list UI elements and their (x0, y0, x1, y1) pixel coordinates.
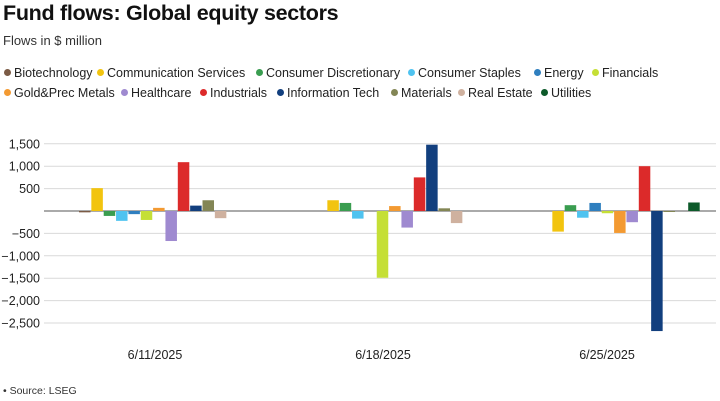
legend-item: Consumer Discretionary (256, 66, 400, 80)
legend-label: Information Tech (287, 86, 380, 100)
bar (153, 207, 165, 211)
bar (401, 211, 413, 228)
bar (577, 211, 589, 218)
x-category-label: 6/25/2025 (579, 348, 635, 362)
legend-swatch (200, 89, 207, 96)
legend-item: Energy (534, 66, 584, 80)
legend-label: Consumer Discretionary (266, 66, 401, 80)
y-tick-label: −2,000 (1, 294, 40, 308)
bar (626, 211, 638, 223)
y-tick-label: −1,000 (1, 249, 40, 263)
bar (177, 162, 190, 211)
legend-item: Real Estate (458, 86, 533, 100)
bar (103, 211, 116, 216)
bar (438, 208, 450, 211)
legend-item: Industrials (200, 86, 267, 100)
y-tick-label: −1,500 (1, 272, 40, 286)
legend-swatch (277, 89, 284, 96)
bar (376, 211, 389, 278)
legend-item: Consumer Staples (408, 66, 521, 80)
legend-swatch (541, 89, 548, 96)
legend-item: Healthcare (121, 86, 191, 100)
legend-label: Healthcare (131, 86, 192, 100)
bar (601, 211, 614, 214)
legend-item: Materials (391, 86, 452, 100)
bar (552, 211, 564, 232)
x-category-label: 6/11/2025 (128, 348, 183, 362)
bar (389, 206, 401, 211)
y-tick-label: −500 (12, 227, 40, 241)
legend-label: Consumer Staples (418, 66, 521, 80)
legend-item: Gold&Prec Metals (4, 86, 115, 100)
legend-item: Biotechnology (4, 66, 93, 80)
bar (450, 211, 463, 224)
legend-label: Financials (602, 66, 659, 80)
bar (128, 211, 140, 215)
legend-swatch (458, 89, 465, 96)
bar (614, 211, 626, 233)
bar (638, 166, 651, 211)
bar (688, 202, 700, 211)
chart-subtitle: Flows in $ million (3, 33, 102, 48)
legend-swatch (391, 89, 398, 96)
legend-label: Biotechnology (14, 66, 93, 80)
legend-label: Energy (544, 66, 584, 80)
legend-swatch (408, 69, 415, 76)
bar (651, 211, 663, 332)
legend-label: Industrials (210, 86, 267, 100)
legend-item: Financials (592, 66, 658, 80)
source-note: • Source: LSEG (3, 385, 77, 397)
bar (140, 211, 153, 220)
bar (190, 205, 202, 211)
legend-swatch (97, 69, 104, 76)
legend-swatch (256, 69, 263, 76)
bar (214, 211, 227, 219)
bar (339, 202, 352, 211)
bar (413, 177, 426, 211)
bar (202, 200, 214, 211)
legend-swatch (534, 69, 541, 76)
bar (426, 144, 438, 211)
legend-label: Communication Services (107, 66, 246, 80)
legend-item: Communication Services (97, 66, 245, 80)
legend-label: Utilities (551, 86, 592, 100)
legend-swatch (4, 89, 11, 96)
bar (352, 211, 364, 219)
legend-swatch (4, 69, 11, 76)
bar (327, 200, 339, 211)
chart-title: Fund flows: Global equity sectors (3, 1, 339, 25)
bar (589, 202, 601, 211)
bar (91, 188, 103, 211)
y-tick-label: 1,000 (9, 160, 40, 174)
legend-swatch (121, 89, 128, 96)
bar (663, 211, 675, 212)
bar (116, 211, 128, 221)
bar (79, 211, 91, 213)
legend-label: Real Estate (468, 86, 533, 100)
legend-item: Utilities (541, 86, 591, 100)
bar (564, 205, 577, 211)
legend-item: Information Tech (277, 86, 379, 100)
legend-label: Materials (401, 86, 452, 100)
x-category-label: 6/18/2025 (355, 348, 411, 362)
y-tick-label: 500 (19, 182, 40, 196)
legend-label: Gold&Prec Metals (14, 86, 115, 100)
legend-swatch (592, 69, 599, 76)
y-tick-label: −2,500 (1, 317, 40, 331)
bar (165, 211, 177, 242)
bar-chart: 1,500 1,000 500 −500 −1,000 −1,500 −2,000 −2,50… (1, 137, 716, 362)
y-tick-label: 1,500 (9, 137, 40, 151)
